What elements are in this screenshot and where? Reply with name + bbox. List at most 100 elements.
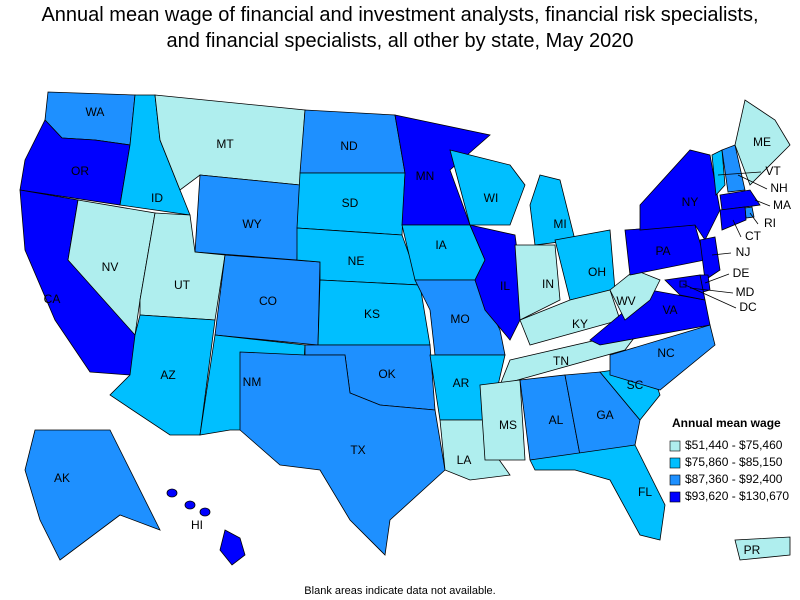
state bbox=[239, 351, 446, 556]
state-label: ID bbox=[151, 191, 163, 205]
legend-swatch bbox=[669, 491, 681, 503]
state bbox=[609, 324, 716, 391]
state-label: CT bbox=[745, 229, 762, 243]
state-label: WA bbox=[86, 105, 105, 119]
legend-label: $87,360 - $92,400 bbox=[685, 472, 783, 486]
state-label: GA bbox=[596, 408, 613, 422]
state-label: SD bbox=[342, 196, 359, 210]
state-label: MS bbox=[499, 418, 517, 432]
leader-line bbox=[732, 219, 742, 238]
state bbox=[639, 149, 721, 241]
state-label: IA bbox=[435, 238, 446, 252]
state-label: MA bbox=[773, 198, 791, 212]
legend-label: $93,620 - $130,670 bbox=[685, 489, 789, 503]
state-label: ND bbox=[340, 139, 358, 153]
leader-line bbox=[682, 283, 737, 309]
leader-line bbox=[749, 212, 759, 225]
state-label: OR bbox=[71, 164, 89, 178]
state-label: WV bbox=[616, 294, 635, 308]
state-label: UT bbox=[174, 278, 191, 292]
state bbox=[734, 536, 791, 561]
state bbox=[479, 379, 526, 461]
state bbox=[564, 371, 641, 456]
state-label: PA bbox=[655, 244, 670, 258]
state-label: KY bbox=[572, 317, 588, 331]
state-label: MI bbox=[553, 217, 566, 231]
footnote: Blank areas indicate data not available. bbox=[304, 585, 495, 597]
state-label: OH bbox=[588, 265, 606, 279]
state bbox=[514, 244, 561, 321]
state-label: IN bbox=[542, 277, 554, 291]
state-label: WI bbox=[484, 191, 499, 205]
state-label: FL bbox=[638, 485, 652, 499]
state-label: DE bbox=[733, 266, 750, 280]
state-label: IL bbox=[500, 279, 510, 293]
state-label: AR bbox=[453, 376, 470, 390]
state-label: NV bbox=[102, 260, 119, 274]
hawaii-island bbox=[184, 500, 196, 510]
state-label: PR bbox=[744, 543, 761, 557]
state bbox=[219, 529, 246, 566]
state bbox=[67, 199, 156, 336]
state-label: NY bbox=[682, 195, 699, 209]
state-label: WY bbox=[242, 217, 261, 231]
state-label: MO bbox=[450, 312, 469, 326]
state-label: NC bbox=[657, 346, 675, 360]
hawaii-island bbox=[166, 488, 178, 498]
state-label: ME bbox=[753, 135, 771, 149]
state-label: RI bbox=[764, 216, 776, 230]
state-label: TX bbox=[350, 443, 365, 457]
state bbox=[711, 149, 726, 196]
state bbox=[529, 444, 666, 541]
state bbox=[734, 99, 791, 186]
state bbox=[721, 144, 746, 193]
state bbox=[401, 224, 486, 281]
hawaii-island bbox=[199, 507, 211, 517]
state bbox=[719, 206, 747, 231]
state-label: NJ bbox=[736, 245, 751, 259]
legend-swatch bbox=[669, 457, 681, 469]
leader-line bbox=[717, 171, 762, 176]
state bbox=[449, 149, 526, 226]
state-label: VT bbox=[765, 164, 781, 178]
state bbox=[699, 236, 721, 281]
legend-label: $51,440 - $75,460 bbox=[685, 438, 783, 452]
state-label: DC bbox=[739, 300, 757, 314]
state-label: CA bbox=[44, 292, 61, 306]
legend-label: $75,860 - $85,150 bbox=[685, 455, 783, 469]
map-title: Annual mean wage of financial and invest… bbox=[41, 4, 758, 52]
states bbox=[19, 91, 791, 566]
state-label: KS bbox=[364, 307, 380, 321]
state-label: MN bbox=[416, 169, 435, 183]
state bbox=[24, 429, 161, 561]
state-label: CO bbox=[259, 294, 277, 308]
state-label: LA bbox=[457, 453, 472, 467]
state-label: AL bbox=[549, 413, 564, 427]
state-label: VA bbox=[662, 303, 677, 317]
state bbox=[519, 289, 621, 346]
state-label: NM bbox=[243, 375, 262, 389]
state bbox=[554, 229, 616, 301]
leader-line bbox=[754, 199, 771, 207]
legend-title: Annual mean wage bbox=[672, 416, 781, 430]
legend-swatch bbox=[669, 440, 681, 452]
state-label: NE bbox=[348, 254, 365, 268]
state-label: MD bbox=[736, 285, 755, 299]
leader-line bbox=[737, 174, 768, 190]
legend-swatch bbox=[669, 474, 681, 486]
state bbox=[719, 189, 761, 211]
state-label: MT bbox=[216, 137, 234, 151]
state-label: OK bbox=[378, 367, 395, 381]
state bbox=[664, 274, 706, 301]
leader-line bbox=[689, 287, 734, 294]
leader-line bbox=[704, 273, 730, 284]
state-label: TN bbox=[553, 354, 569, 368]
state-label: AK bbox=[54, 471, 70, 485]
state bbox=[529, 174, 576, 246]
state-label: AZ bbox=[160, 368, 175, 382]
state-label: SC bbox=[627, 378, 644, 392]
state-label: NH bbox=[770, 181, 787, 195]
state bbox=[109, 314, 216, 436]
state bbox=[139, 212, 226, 321]
